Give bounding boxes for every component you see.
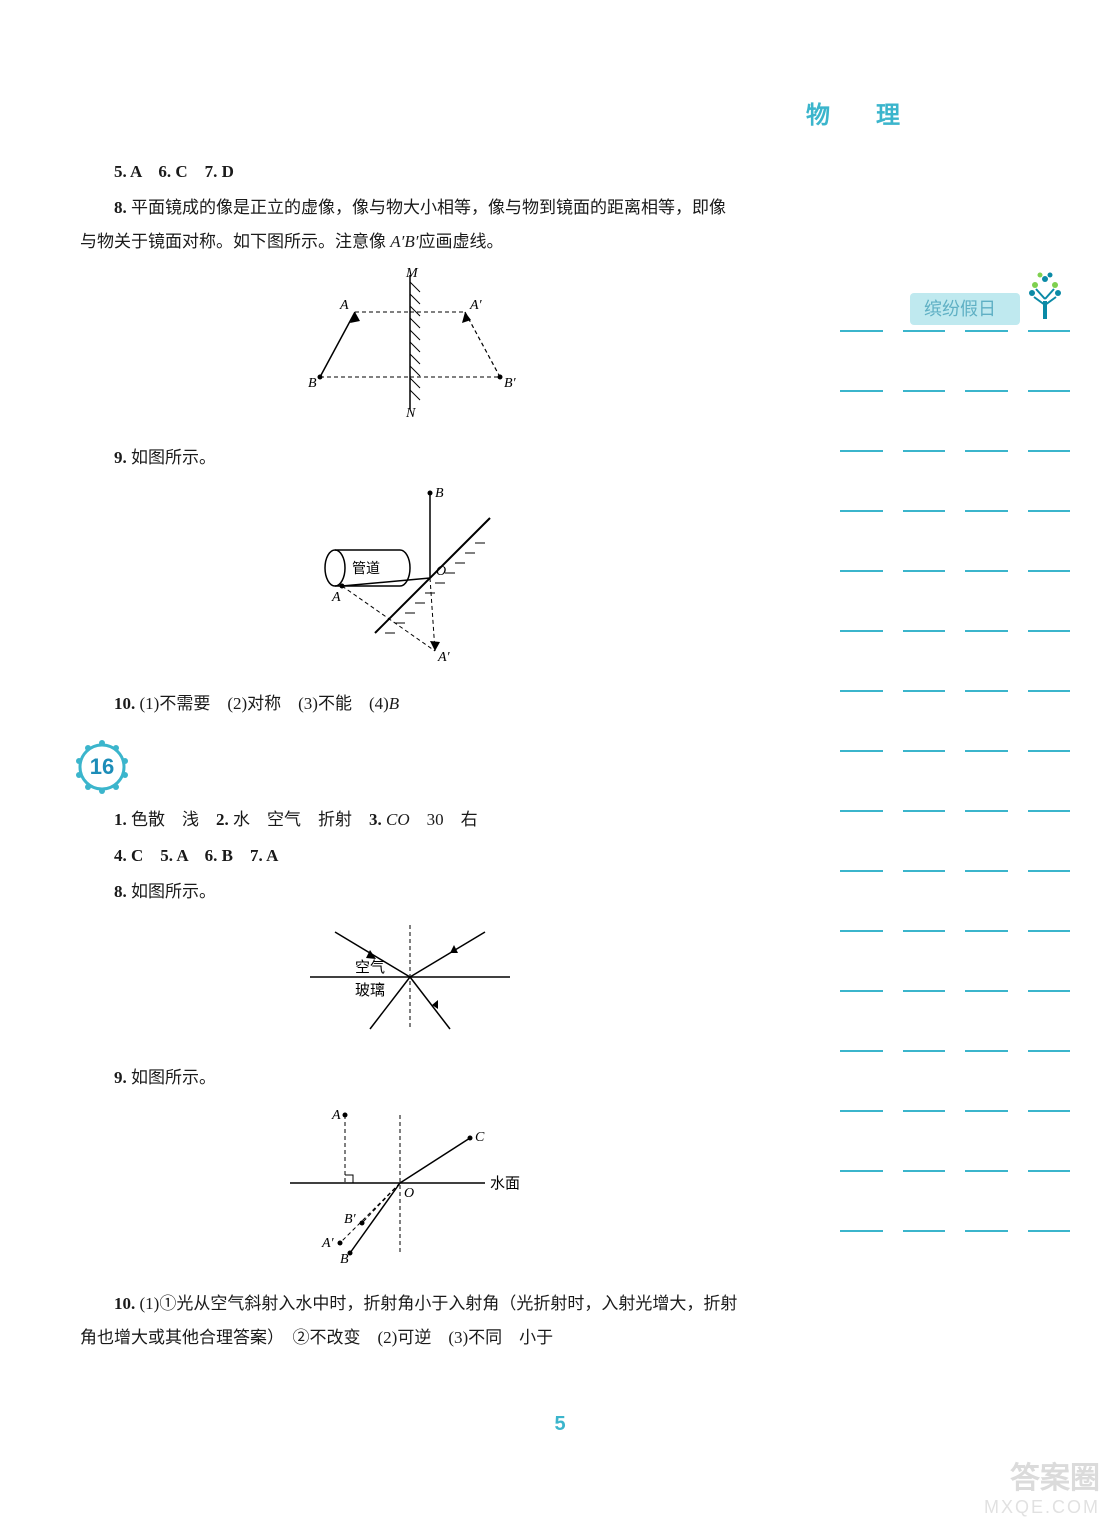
label-Ap: A′ — [469, 298, 483, 313]
answer-q8: 8. 8. 平面镜成的像是正立的虚像，像与物大小相等，像与物到镜面的距离相等，即… — [80, 191, 740, 259]
s16-q9: 9. 如图所示。 — [80, 1061, 740, 1095]
sidebar-dash-row — [840, 330, 1070, 332]
answer-q9: 9. 如图所示。 — [80, 441, 740, 475]
answer-q10: 10. (1)不需要 (2)对称 (3)不能 (4)B — [80, 687, 740, 721]
label-B: B — [308, 376, 317, 391]
label-B2: B — [435, 486, 444, 501]
s16-line1: 1. 色散 浅 2. 水 空气 折射 3. CO 30 右 — [80, 803, 740, 837]
sidebar-dash-row — [840, 390, 1070, 392]
label-Bp3: B′ — [344, 1212, 357, 1227]
label-pipe: 管道 — [352, 561, 380, 577]
label-N: N — [405, 406, 416, 417]
sidebar-dash-row — [840, 690, 1070, 692]
label-glass: 玻璃 — [355, 982, 385, 999]
figure-pipe: 管道 A B O A′ — [80, 483, 740, 675]
sidebar-dash-row — [840, 810, 1070, 812]
s16-q10: 10. (1)①光从空气斜射入水中时，折射角小于入射角（光折射时，入射光增大，折… — [80, 1287, 740, 1355]
sidebar-dash-row — [840, 1110, 1070, 1112]
sidebar-dash-row — [840, 1230, 1070, 1232]
section-number: 16 — [74, 739, 130, 795]
sidebar-dash-row — [840, 990, 1070, 992]
label-A2: A — [331, 590, 341, 605]
sidebar-dash-row — [840, 570, 1070, 572]
sidebar-dash-row — [840, 750, 1070, 752]
sidebar-dash-row — [840, 930, 1070, 932]
label-surface: 水面 — [490, 1175, 520, 1192]
label-O3: O — [404, 1186, 414, 1201]
label-B3: B — [340, 1252, 349, 1263]
sidebar-dash-row — [840, 450, 1070, 452]
label-Ap2: A′ — [437, 650, 451, 663]
label-M: M — [405, 267, 419, 281]
figure-refraction-2: 水面 A O C B A′ B′ — [80, 1103, 740, 1275]
s16-q8: 8. 如图所示。 — [80, 875, 740, 909]
page-number: 5 — [0, 1413, 1120, 1436]
label-O2: O — [436, 564, 446, 579]
label-A: A — [339, 298, 349, 313]
label-C3: C — [475, 1130, 485, 1145]
figure-refraction-1: 空气 玻璃 — [80, 917, 740, 1049]
figure-mirror: M N A B A′ B′ — [80, 267, 740, 429]
label-Ap3: A′ — [321, 1236, 335, 1251]
label-air: 空气 — [355, 959, 385, 976]
sidebar-dash-row — [840, 870, 1070, 872]
answers-567: 5. A 6. C 7. D — [80, 155, 740, 189]
content-column: 5. A 6. C 7. D 8. 8. 平面镜成的像是正立的虚像，像与物大小相… — [80, 155, 740, 1357]
sidebar-dash-row — [840, 510, 1070, 512]
sidebar-dash-row — [840, 1050, 1070, 1052]
sidebar-dash-row — [840, 1170, 1070, 1172]
label-A3: A — [331, 1108, 341, 1123]
page-header: 物 理 — [806, 95, 920, 130]
s16-line2: 4. C 5. A 6. B 7. A — [80, 839, 740, 873]
watermark: 答案圈 MXQE.COM — [984, 1453, 1100, 1518]
sidebar-dash-row — [840, 630, 1070, 632]
label-Bp: B′ — [504, 376, 517, 391]
watermark-top: 答案圈 — [1010, 1453, 1100, 1497]
sidebar-lines — [840, 250, 1070, 1232]
section-16-badge: 16 — [74, 739, 130, 795]
watermark-bottom: MXQE.COM — [984, 1497, 1100, 1518]
